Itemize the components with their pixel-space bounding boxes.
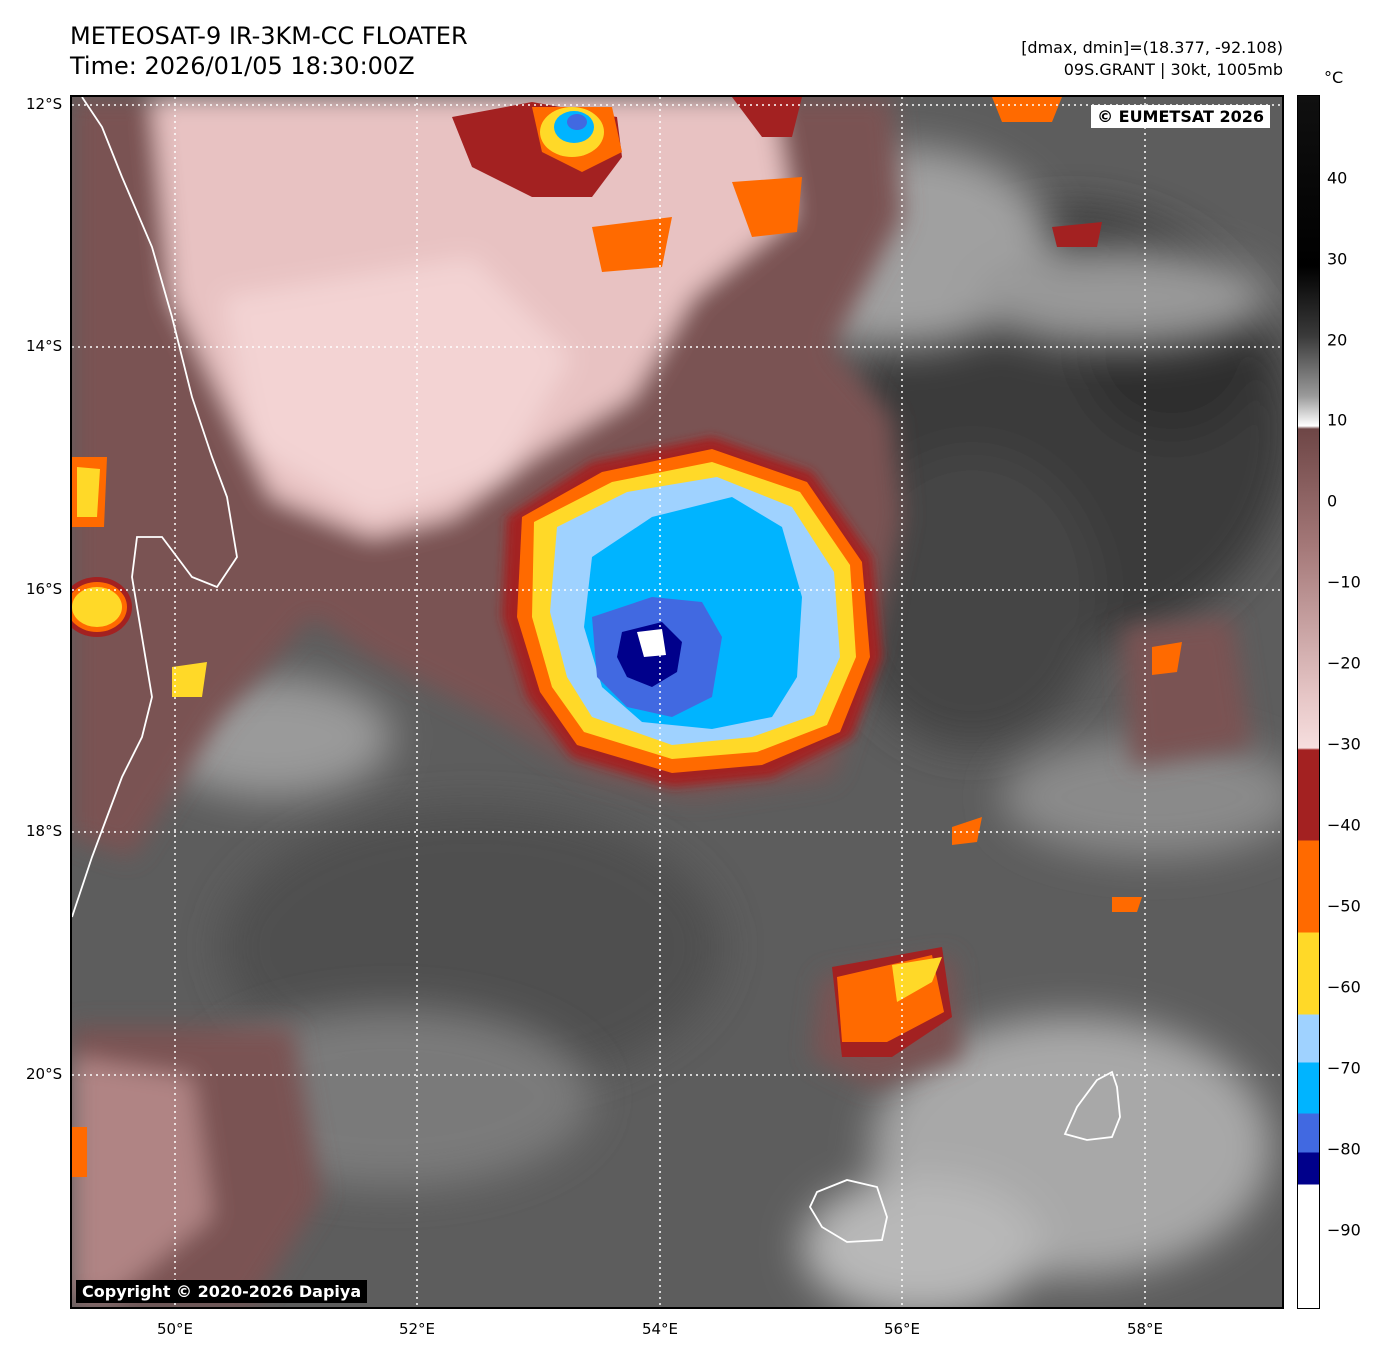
eumetsat-credit: © EUMETSAT 2026 [1091,105,1270,128]
lat-label: 20°S [26,1065,63,1083]
colorbar-tick: 0 [1327,491,1338,511]
colorbar [1297,95,1320,1309]
colorbar-unit: °C [1324,68,1344,87]
cirrus-shield [72,97,1252,1307]
colorbar-tick: 20 [1327,330,1348,350]
colorbar-tick: −10 [1327,572,1361,592]
lon-label: 54°E [641,1320,679,1338]
satellite-map: © EUMETSAT 2026 Copyright © 2020-2026 Da… [70,95,1284,1309]
storm-info: 09S.GRANT | 30kt, 1005mb [1063,60,1283,79]
copyright-credit: Copyright © 2020-2026 Dapiya [76,1280,368,1303]
colorbar-tick: −40 [1327,815,1361,835]
lat-label: 16°S [26,580,63,598]
lat-label: 18°S [26,822,63,840]
colorbar-tick: −30 [1327,734,1361,754]
lat-label: 14°S [26,337,63,355]
lon-label: 56°E [883,1320,921,1338]
colorbar-tick: −60 [1327,977,1361,997]
satellite-imagery [72,97,1282,1307]
graticule [72,97,1282,1307]
reunion-outline [808,1179,888,1243]
colorbar-tick: −80 [1327,1139,1361,1159]
colorbar-tick: −50 [1327,896,1361,916]
lon-label: 58°E [1126,1320,1164,1338]
map-title: METEOSAT-9 IR-3KM-CC FLOATER [70,22,468,50]
madagascar-coastline [72,97,238,918]
colorbar-tick: −90 [1327,1220,1361,1240]
colorbar-tick: 30 [1327,249,1348,269]
lat-label: 12°S [26,95,63,113]
colorbar-tick: −70 [1327,1058,1361,1078]
colorbar-tick: 40 [1327,168,1348,188]
convective-cells [72,97,1182,1177]
colorbar-tick: 10 [1327,410,1348,430]
storm-core [502,437,882,787]
map-timestamp: Time: 2026/01/05 18:30:00Z [70,52,415,80]
mauritius-outline [1063,1070,1121,1141]
lon-label: 52°E [398,1320,436,1338]
data-range-info: [dmax, dmin]=(18.377, -92.108) [1021,38,1283,57]
colorbar-tick: −20 [1327,653,1361,673]
lon-label: 50°E [156,1320,194,1338]
